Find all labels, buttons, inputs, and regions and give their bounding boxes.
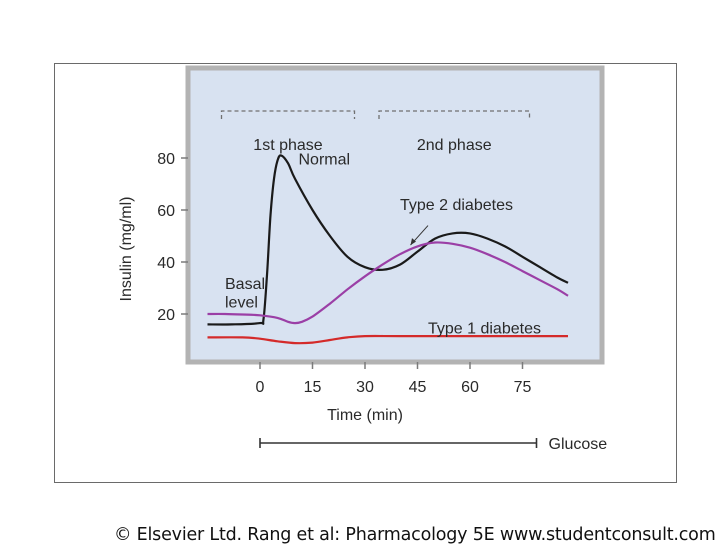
series-normal-line [207,154,569,326]
annotation-type-1-diabetes: Type 1 diabetes [428,320,541,337]
y-tick-label: 20 [157,307,175,324]
x-tick-label: 0 [256,379,265,396]
annotation-level: level [225,294,258,311]
annotation-normal: Normal [299,151,351,168]
series-type-2-diabetes-line [207,241,569,325]
x-tick-label: 60 [461,379,479,396]
y-tick-label: 80 [157,151,175,168]
source-credit: © Elsevier Ltd. Rang et al: Pharmacology… [114,525,716,545]
x-tick-label: 75 [514,379,532,396]
x-tick-label: 15 [304,379,322,396]
y-axis-title: Insulin (mg/ml) [118,197,135,302]
phase-label: 2nd phase [417,137,492,154]
annotation-type-2-diabetes: Type 2 diabetes [400,197,513,214]
figure-frame: 20 40 60 80 0 15 30 45 60 75 Insulin (mg/ml) Time … [54,63,716,545]
x-tick-label: 30 [356,379,374,396]
phase-label: 1st phase [253,137,322,154]
x-tick-label: 45 [409,379,427,396]
annotation-basal: Basal [225,276,265,293]
y-tick-label: 40 [157,255,175,272]
type-2-pointer-arrowhead [410,238,416,246]
glucose-label: Glucose [549,436,608,453]
insulin-chart: 20 40 60 80 0 15 30 45 60 75 Insulin (mg/ml) Time … [118,65,608,453]
y-tick-label: 60 [157,203,175,220]
phase-bracket [220,110,356,119]
series-type-1-diabetes-line [207,334,568,345]
phase-bracket [378,110,531,119]
x-axis-title: Time (min) [327,407,403,424]
plot-area [185,65,605,365]
